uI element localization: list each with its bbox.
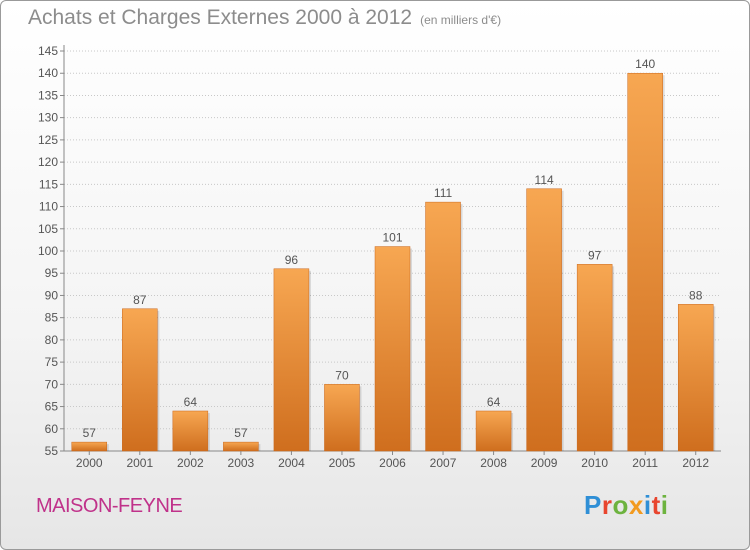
- bar: [172, 410, 209, 452]
- data-label: 114: [535, 173, 554, 187]
- chart-title-block: Achats et Charges Externes 2000 à 2012 (e…: [28, 6, 501, 30]
- bar: [374, 246, 411, 452]
- proxiti-logo[interactable]: Proxiti: [584, 490, 668, 521]
- data-label: 57: [234, 426, 248, 440]
- data-label: 64: [184, 395, 198, 409]
- x-tick-label: 2011: [632, 456, 658, 470]
- y-tick-label: 100: [38, 244, 58, 258]
- commune-name: MAISON-FEYNE: [36, 495, 183, 517]
- y-tick-label: 80: [45, 333, 59, 347]
- logo-letter: P: [584, 490, 602, 520]
- bar: [71, 441, 108, 452]
- y-tick-label: 135: [38, 88, 58, 102]
- x-tick-label: 2001: [126, 456, 153, 470]
- y-tick-label: 140: [38, 66, 58, 80]
- y-tick-label: 85: [45, 311, 59, 325]
- bar: [122, 308, 158, 452]
- data-label: 87: [133, 293, 147, 307]
- x-tick-label: 2009: [531, 456, 558, 470]
- y-tick-label: 90: [45, 288, 59, 302]
- data-label: 96: [285, 253, 299, 267]
- logo-letter: i: [643, 490, 652, 520]
- bar: [324, 384, 360, 452]
- logo-letter: t: [651, 490, 661, 520]
- x-tick-label: 2003: [228, 456, 255, 470]
- x-tick-label: 2007: [430, 456, 457, 470]
- data-label: 57: [83, 426, 97, 440]
- logo-letter: r: [601, 490, 613, 520]
- y-tick-label: 70: [45, 377, 59, 391]
- data-label: 140: [635, 57, 655, 71]
- bar: [273, 268, 310, 452]
- x-tick-label: 2004: [278, 456, 305, 470]
- y-tick-label: 125: [38, 133, 58, 147]
- x-tick-label: 2006: [379, 456, 406, 470]
- x-tick-label: 2012: [682, 456, 709, 470]
- bar: [526, 188, 562, 452]
- y-tick-label: 110: [39, 200, 58, 214]
- x-tick-label: 2008: [480, 456, 507, 470]
- bar: [677, 304, 714, 452]
- y-tick-label: 145: [38, 44, 58, 58]
- data-label: 97: [588, 248, 602, 262]
- bar: [425, 201, 461, 452]
- logo-letter: i: [660, 490, 669, 520]
- bar: [627, 72, 663, 452]
- data-label: 70: [335, 368, 349, 382]
- chart-title: Achats et Charges Externes 2000 à 2012: [28, 6, 413, 29]
- x-tick-label: 2005: [329, 456, 356, 470]
- data-label: 111: [434, 186, 453, 200]
- bar: [475, 410, 512, 452]
- data-label: 101: [382, 231, 402, 245]
- bar: [223, 441, 259, 452]
- data-label: 88: [689, 288, 703, 302]
- x-tick-label: 2010: [581, 456, 608, 470]
- y-tick-label: 130: [38, 111, 58, 125]
- y-tick-label: 115: [39, 177, 58, 191]
- bar: [576, 264, 613, 452]
- y-tick-label: 75: [45, 355, 59, 369]
- y-tick-label: 105: [38, 222, 58, 236]
- x-tick-label: 2002: [177, 456, 204, 470]
- logo-letter: x: [628, 490, 644, 520]
- y-tick-label: 120: [38, 155, 58, 169]
- y-tick-label: 65: [45, 400, 59, 414]
- y-tick-label: 60: [45, 422, 59, 436]
- y-tick-label: 95: [45, 266, 59, 280]
- data-label: 64: [487, 395, 501, 409]
- y-tick-label: 55: [45, 444, 59, 458]
- chart-subtitle: (en milliers d'€): [420, 13, 502, 27]
- x-tick-label: 2000: [76, 456, 103, 470]
- logo-letter: o: [612, 490, 629, 520]
